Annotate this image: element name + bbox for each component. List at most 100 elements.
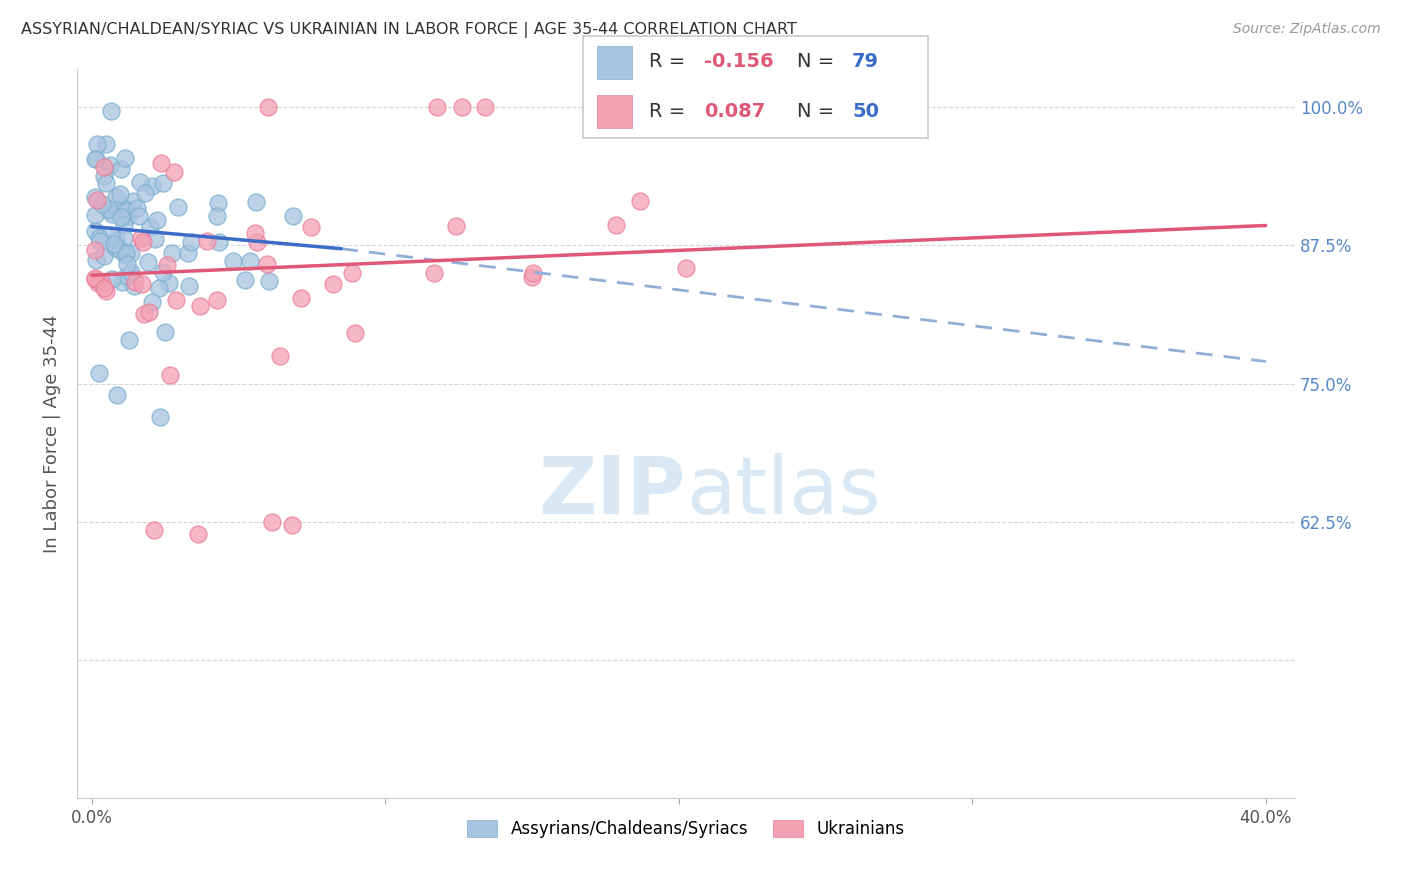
Point	[128, 209, 150, 223]
FancyBboxPatch shape	[583, 36, 928, 138]
Point	[91, 197, 114, 211]
Point	[101, 271, 124, 285]
Point	[105, 241, 128, 255]
Point	[233, 273, 256, 287]
Point	[97, 202, 120, 216]
Point	[84, 252, 107, 267]
Point	[262, 515, 284, 529]
Point	[423, 266, 446, 280]
Point	[83, 243, 105, 257]
Point	[129, 175, 152, 189]
Point	[132, 235, 155, 250]
Point	[83, 153, 105, 167]
Point	[138, 255, 160, 269]
Point	[246, 235, 269, 249]
Point	[112, 231, 135, 245]
Point	[143, 523, 166, 537]
Point	[103, 237, 125, 252]
Point	[222, 254, 245, 268]
Point	[451, 100, 474, 114]
Point	[239, 254, 262, 268]
Point	[117, 204, 139, 219]
Point	[290, 291, 312, 305]
Point	[112, 201, 135, 215]
Point	[125, 201, 148, 215]
Point	[146, 213, 169, 227]
Y-axis label: In Labor Force | Age 35-44: In Labor Force | Age 35-44	[44, 314, 60, 553]
Point	[180, 235, 202, 249]
Point	[205, 210, 228, 224]
Point	[177, 246, 200, 260]
Point	[132, 307, 155, 321]
Point	[93, 249, 115, 263]
Point	[94, 176, 117, 190]
Point	[245, 194, 267, 209]
Point	[114, 151, 136, 165]
Point	[138, 304, 160, 318]
Point	[283, 209, 305, 223]
Point	[896, 100, 918, 114]
Point	[159, 368, 181, 382]
Point	[257, 274, 280, 288]
Point	[256, 257, 278, 271]
Point	[195, 234, 218, 248]
Text: Source: ZipAtlas.com: Source: ZipAtlas.com	[1233, 22, 1381, 37]
Point	[115, 257, 138, 271]
Point	[522, 266, 544, 280]
Point	[815, 100, 838, 114]
Bar	[598, 45, 631, 78]
Point	[141, 178, 163, 193]
Text: R =: R =	[650, 102, 692, 121]
Point	[94, 284, 117, 298]
Point	[143, 232, 166, 246]
Text: ASSYRIAN/CHALDEAN/SYRIAC VS UKRAINIAN IN LABOR FORCE | AGE 35-44 CORRELATION CHA: ASSYRIAN/CHALDEAN/SYRIAC VS UKRAINIAN IN…	[21, 22, 797, 38]
Point	[343, 326, 366, 340]
Text: N =: N =	[797, 102, 841, 121]
Point	[86, 136, 108, 151]
Point	[165, 293, 187, 308]
Point	[121, 194, 143, 209]
Point	[675, 260, 697, 275]
Point	[766, 100, 789, 114]
Point	[205, 293, 228, 308]
Point	[207, 196, 229, 211]
Point	[426, 100, 449, 114]
Point	[89, 234, 111, 248]
Point	[322, 277, 344, 291]
Text: -0.156: -0.156	[704, 53, 773, 71]
Point	[105, 387, 128, 401]
Point	[131, 277, 153, 292]
Point	[91, 276, 114, 290]
Point	[112, 218, 135, 232]
Point	[100, 228, 122, 243]
Point	[177, 279, 200, 293]
Point	[243, 227, 266, 241]
Point	[134, 186, 156, 200]
Point	[129, 231, 152, 245]
Point	[117, 334, 139, 348]
Point	[93, 160, 115, 174]
Point	[108, 243, 131, 257]
Text: R =: R =	[650, 53, 692, 71]
Point	[87, 276, 110, 290]
Text: ZIP: ZIP	[538, 453, 686, 531]
Point	[104, 240, 127, 254]
Point	[152, 176, 174, 190]
Legend: Assyrians/Chaldeans/Syriacs, Ukrainians: Assyrians/Chaldeans/Syriacs, Ukrainians	[461, 813, 911, 845]
Point	[83, 270, 105, 285]
Point	[148, 281, 170, 295]
Point	[628, 194, 651, 208]
Point	[299, 220, 322, 235]
Point	[84, 153, 107, 167]
Point	[124, 276, 146, 290]
Point	[141, 295, 163, 310]
Point	[281, 518, 304, 533]
Text: 79: 79	[852, 53, 879, 71]
Point	[94, 137, 117, 152]
Point	[157, 276, 180, 290]
Point	[83, 224, 105, 238]
Point	[257, 100, 280, 114]
Point	[342, 266, 364, 280]
Point	[520, 270, 543, 285]
Point	[163, 165, 186, 179]
